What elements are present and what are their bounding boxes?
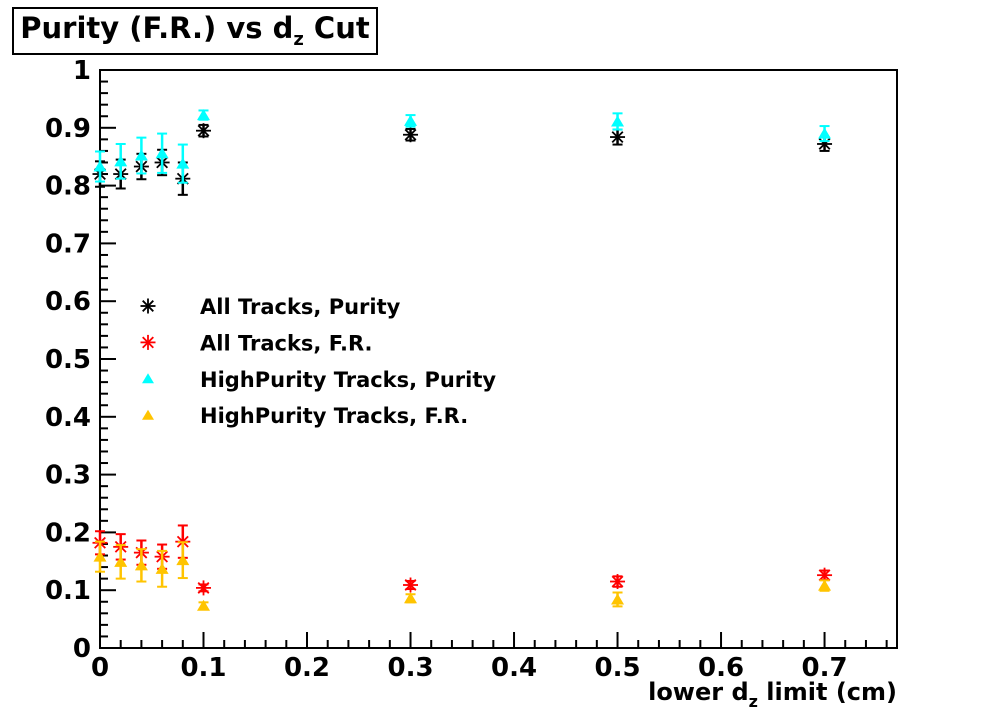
plot-title-prefix: Purity (F.R.) vs d [20,11,294,46]
triangle-marker [611,593,625,605]
triangle-marker [93,550,107,562]
asterisk-marker [817,567,833,583]
triangle-marker [114,555,128,567]
y-tick-label: 0.1 [45,576,91,606]
y-tick-label: 0.2 [45,518,91,548]
triangle-marker [197,109,211,121]
triangle-marker [818,127,832,139]
x-tick-label: 0.1 [180,653,226,683]
asterisk-marker [610,574,626,590]
series-all-tracks-purity [92,123,833,196]
y-tick-label: 1 [73,56,91,86]
x-tick-label: 0.4 [491,653,537,683]
asterisk-marker [140,298,156,314]
plot-title-subscript: z [293,29,304,51]
y-axis-tick-labels: 0 0.1 0.2 0.3 0.4 0.5 0.6 0.7 0.8 0.9 1 [45,56,91,664]
asterisk-marker [610,129,626,145]
legend-item-all-tracks-f-r: All Tracks, F.R. [140,331,372,355]
plot-title-text: Purity (F.R.) vs dz Cut [20,11,369,50]
y-tick-label: 0 [73,634,91,664]
y-tick-label: 0.3 [45,461,91,491]
legend-label: HighPurity Tracks, Purity [200,368,496,392]
plot-title-box: Purity (F.R.) vs dz Cut [12,7,378,55]
triangle-marker [176,554,190,566]
triangle-marker [818,579,832,591]
triangle-marker [142,373,154,384]
y-tick-label: 0.8 [45,172,91,202]
triangle-marker [155,147,169,159]
series-highpurity-tracks-f-r [93,540,832,611]
triangle-marker [155,562,169,574]
triangle-marker [176,157,190,169]
plot-title-suffix: Cut [303,11,370,46]
triangle-marker [142,409,154,420]
x-tick-label: 0.2 [284,653,330,683]
triangle-marker [134,149,148,161]
legend-item-highpurity-tracks-f-r: HighPurity Tracks, F.R. [142,404,468,428]
series-all-tracks-f-r [92,524,833,596]
plot-frame [99,69,898,649]
legend-item-highpurity-tracks-purity: HighPurity Tracks, Purity [142,368,496,392]
y-tick-label: 0.6 [45,287,91,317]
legend-label: HighPurity Tracks, F.R. [200,404,468,428]
y-tick-label: 0.5 [45,345,91,375]
triangle-marker [93,160,107,172]
triangle-marker [611,115,625,127]
legend-label: All Tracks, F.R. [200,331,372,355]
x-axis-tick-labels: 0 0.1 0.2 0.3 0.4 0.5 0.6 0.7 [91,653,848,683]
asterisk-marker [140,334,156,350]
x-tick-label: 0.6 [698,653,744,683]
x-tick-label: 0.7 [802,653,848,683]
legend-item-all-tracks-purity: All Tracks, Purity [140,295,401,319]
x-axis-title: lower dz limit (cm) [648,678,897,711]
triangle-marker [197,599,211,611]
y-tick-label: 0.4 [45,403,91,433]
triangle-marker [134,559,148,571]
triangle-marker [114,155,128,167]
asterisk-marker [403,577,419,593]
y-tick-label: 0.7 [45,229,91,259]
axis-ticks [99,69,888,649]
x-tick-label: 0.5 [595,653,641,683]
asterisk-marker [196,580,212,596]
y-tick-label: 0.9 [45,114,91,144]
triangle-marker [404,114,418,126]
legend: All Tracks, Purity All Tracks, F.R. HighPu… [140,295,496,428]
x-tick-label: 0.3 [387,653,433,683]
legend-label: All Tracks, Purity [200,295,401,319]
triangle-marker [404,592,418,604]
series-highpurity-tracks-purity [93,109,832,184]
x-tick-label: 0 [91,653,109,683]
asterisk-marker [196,123,212,139]
asterisk-marker [403,127,419,143]
